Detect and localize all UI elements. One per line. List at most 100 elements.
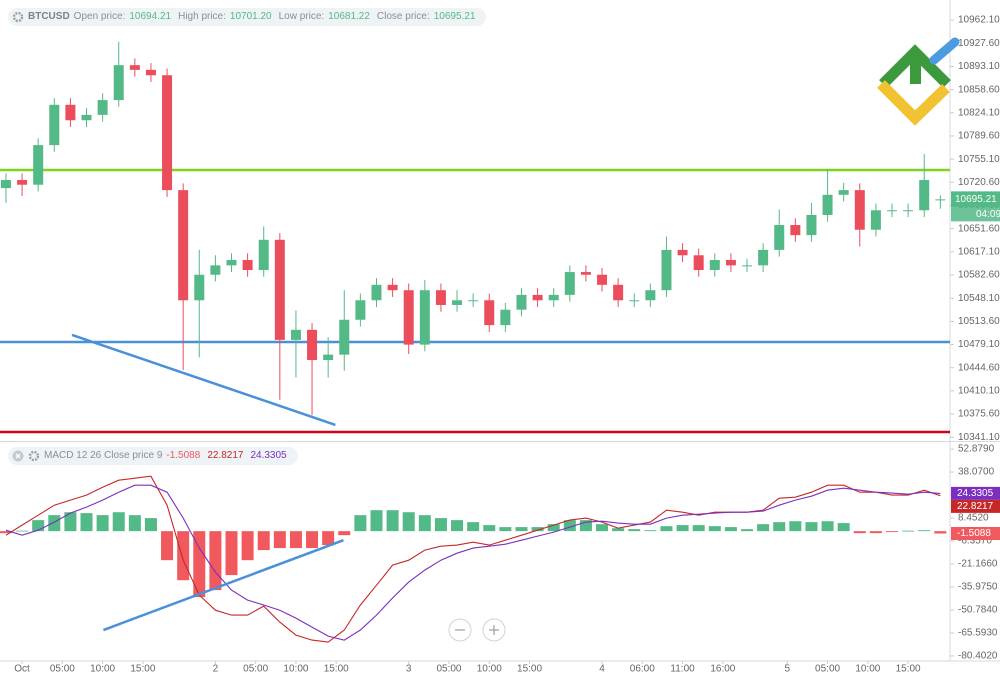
histogram-bar — [596, 524, 609, 532]
close-icon[interactable] — [12, 450, 24, 462]
histogram-bar — [805, 522, 818, 532]
histogram-bar — [386, 510, 399, 532]
y-tick-label: 10617.10 — [958, 246, 1000, 257]
histogram-bar — [918, 530, 931, 532]
countdown-badge — [951, 207, 1000, 222]
candle-body — [919, 180, 930, 211]
histogram-bar — [193, 531, 206, 598]
macd-plot — [0, 475, 947, 643]
histogram-bar — [354, 515, 367, 532]
y-tick-label: 10548.10 — [958, 293, 1000, 304]
histogram-bar — [128, 515, 141, 532]
settings-icon[interactable] — [12, 11, 24, 23]
candle-body — [323, 354, 334, 361]
candle-body — [226, 259, 237, 266]
x-tick-label: 10:00 — [283, 664, 308, 675]
candle-body — [129, 65, 140, 70]
candle-body — [484, 300, 495, 326]
zoom-in-button[interactable] — [482, 618, 506, 642]
candle-body — [500, 309, 511, 326]
value-badge-label: 22.8217 — [957, 501, 994, 512]
histogram-bar — [322, 531, 335, 546]
value-badge-label: 24.3305 — [957, 488, 994, 499]
x-tick-label: 10:00 — [90, 664, 115, 675]
histogram-bar — [434, 518, 447, 532]
y-tick-label: 10755.10 — [958, 154, 1000, 165]
candle-body — [532, 294, 543, 301]
legend-label: Close price: — [376, 11, 430, 22]
candle-body — [693, 255, 704, 271]
trend-line — [102, 538, 344, 632]
candle-body — [81, 114, 92, 121]
x-tick-label: Oct — [14, 664, 30, 675]
histogram-bar — [837, 523, 850, 532]
histogram-bar — [692, 525, 705, 532]
candle-body — [903, 210, 914, 212]
x-tick-label: 10:00 — [477, 664, 502, 675]
histogram-bar — [724, 527, 737, 532]
candle-body — [645, 290, 656, 301]
candle-body — [145, 69, 156, 76]
histogram-bar — [789, 521, 802, 532]
x-tick-label: 06:00 — [630, 664, 655, 675]
histogram-bar — [902, 530, 915, 532]
histogram-bar — [209, 531, 222, 591]
candle-body — [371, 284, 382, 301]
value-badge-label: -1.5088 — [957, 528, 991, 539]
last-price-badge — [951, 191, 1000, 208]
candle-body — [580, 272, 591, 275]
y-tick-label: 10858.60 — [958, 84, 1000, 95]
candle-body — [49, 104, 60, 146]
legend-value: 10681.22 — [328, 11, 370, 22]
legend-label: Low price: — [278, 11, 325, 22]
histogram-bar — [644, 530, 657, 532]
y-tick-label: 10410.10 — [958, 386, 1000, 397]
candle-body — [742, 265, 753, 267]
candle-body — [822, 194, 833, 215]
histogram-bar — [531, 527, 544, 532]
x-tick-label: 15:00 — [517, 664, 542, 675]
macd-line — [5, 475, 941, 643]
histogram-bar — [869, 531, 882, 534]
y-tick-label: 10824.10 — [958, 107, 1000, 118]
candle-body — [838, 190, 849, 195]
x-tick-label: 05:00 — [243, 664, 268, 675]
legend-value: 10694.21 — [129, 11, 172, 22]
candle-body — [65, 104, 76, 121]
x-tick-label: 5 — [785, 664, 791, 675]
price-legend: BTCUSD Open price: 10694.21 High price: 10… — [8, 8, 487, 26]
settings-icon[interactable] — [28, 450, 40, 462]
x-tick-label: 4 — [599, 664, 605, 675]
candle-body — [435, 290, 446, 305]
histogram-bar — [241, 531, 254, 561]
histogram-bar — [64, 512, 77, 532]
indicator-value: 24.3305 — [250, 450, 287, 461]
candle-body — [290, 329, 301, 340]
candle-body — [403, 290, 414, 345]
candle-body — [854, 190, 865, 230]
candle-body — [419, 290, 430, 345]
zoom-out-button[interactable] — [448, 618, 472, 642]
x-tick-label: 05:00 — [50, 664, 75, 675]
candle-body — [774, 225, 785, 250]
y-tick-label: 10651.60 — [958, 223, 1000, 234]
trend-line — [71, 333, 336, 427]
histogram-bar — [628, 529, 641, 532]
histogram-bar — [547, 524, 560, 532]
countdown: 04:09 — [976, 209, 1000, 220]
candle-body — [887, 210, 898, 212]
histogram-bar — [338, 531, 351, 536]
candle-body — [162, 75, 173, 191]
candle-body — [274, 239, 285, 340]
x-tick-label: 15:00 — [896, 664, 921, 675]
candle-body — [0, 180, 11, 189]
candle-body — [516, 294, 527, 310]
candle-body — [758, 249, 769, 266]
axes: 10962.10 10927.60 10893.10 10858.60 10824.10… — [14, 15, 1000, 675]
candle-body — [597, 274, 608, 285]
y-tick-label: 10341.10 — [958, 432, 1000, 443]
histogram-bar — [708, 526, 721, 532]
y-tick-label: -65.5930 — [958, 628, 998, 639]
candle-body — [258, 239, 269, 271]
